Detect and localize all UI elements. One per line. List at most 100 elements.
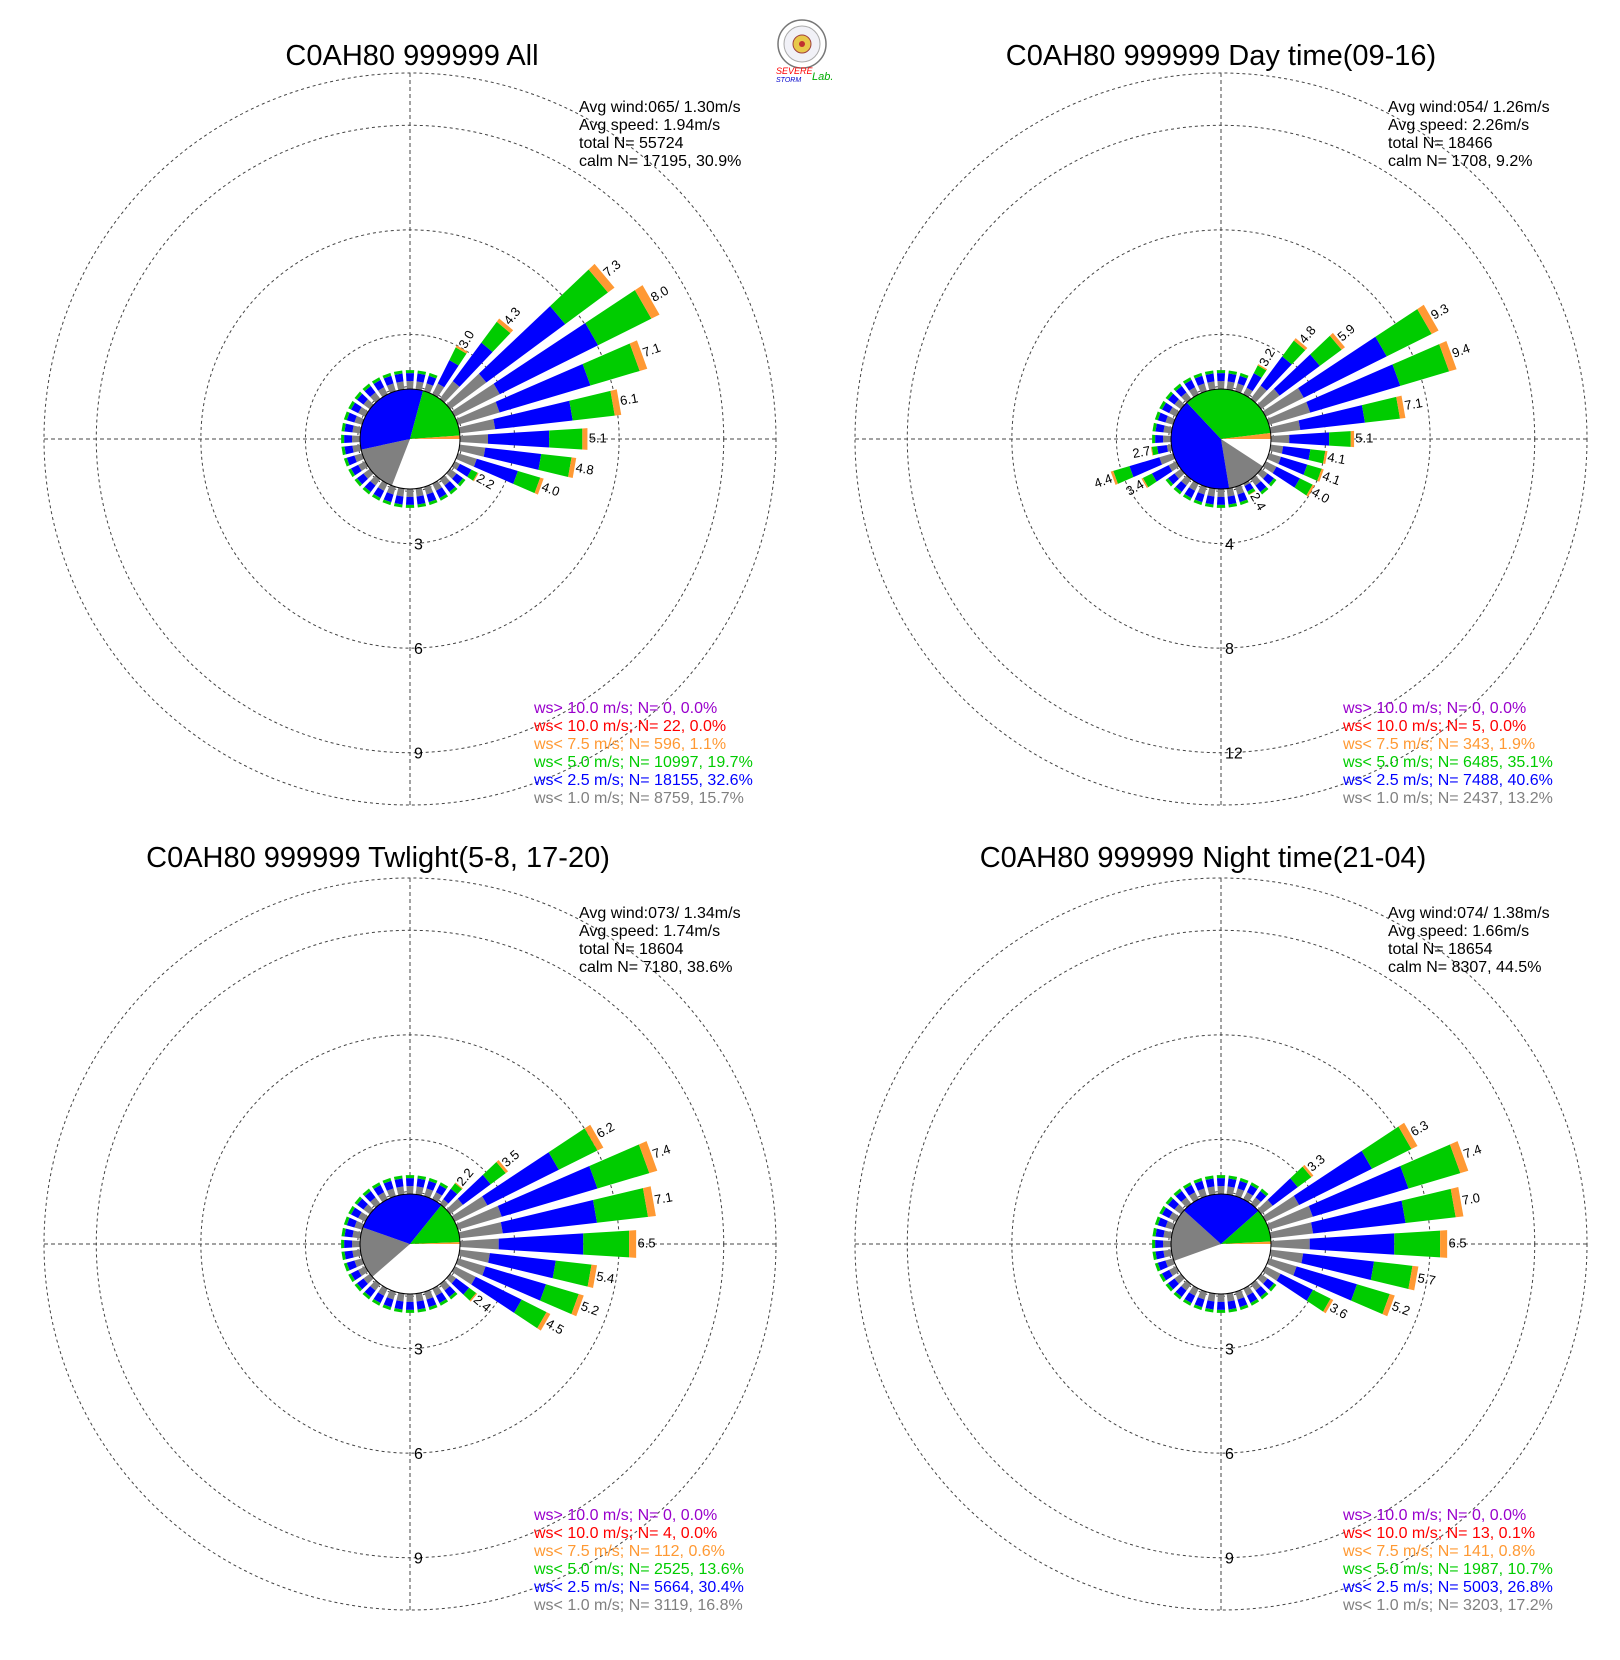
wind-bar-segment	[350, 402, 362, 414]
logo-text-severe: SEVERE	[776, 66, 814, 76]
wind-bar-segment	[1157, 445, 1168, 455]
wind-bar-segment	[393, 1175, 403, 1180]
wind-bar-segment	[534, 477, 544, 495]
wind-bar-segment	[405, 1301, 415, 1310]
wind-bar-segment	[1163, 1249, 1173, 1258]
wind-bar-small	[393, 370, 405, 391]
wind-bar-segment	[1298, 405, 1365, 430]
wind-bar-segment	[352, 1230, 362, 1239]
legend-entry: ws< 10.0 m/s; N= 4, 0.0%	[533, 1525, 717, 1542]
wind-bar-segment	[1151, 446, 1159, 456]
wind-bar-segment	[1267, 1178, 1298, 1206]
wind-bar-segment	[1257, 388, 1280, 410]
wind-bar-segment	[1250, 475, 1261, 486]
wind-bar-segment	[1226, 487, 1235, 497]
wind-bar-segment	[1263, 1278, 1275, 1290]
legend-entry: ws< 10.0 m/s; N= 22, 0.0%	[533, 718, 726, 735]
wind-bar-segment	[1361, 1126, 1412, 1169]
wind-bar-segment	[1228, 503, 1238, 508]
wind-bar-segment	[1270, 434, 1290, 444]
wind-bar-segment	[424, 1188, 434, 1199]
wind-bar-100: 4.1	[1269, 444, 1347, 467]
wind-bar-segment	[458, 1222, 503, 1239]
wind-bar-segment	[493, 322, 599, 395]
wind-bar-small	[382, 484, 396, 506]
wind-bar-segment	[416, 1178, 426, 1188]
wind-bar-segment	[473, 458, 518, 484]
wind-bar-segment	[459, 434, 488, 444]
wind-bar-segment	[1197, 1289, 1207, 1300]
wind-bar-segment	[352, 1249, 362, 1258]
wind-bar-segment	[352, 1240, 361, 1248]
wind-bar-segment	[1161, 402, 1173, 414]
wind-bar-segment	[1173, 1188, 1182, 1197]
wind-bar-segment	[482, 1162, 506, 1185]
wind-bar-small	[341, 1227, 362, 1239]
wind-bar-segment	[371, 1299, 381, 1306]
wind-bar-small	[1216, 370, 1226, 390]
wind-bar-segment	[444, 481, 456, 493]
wind-bar-segment	[1217, 1186, 1225, 1195]
wind-bar-segment	[346, 1260, 357, 1271]
wind-bar-segment	[428, 1304, 438, 1311]
wind-bar-label: 5.1	[1355, 430, 1373, 445]
wind-bar-small	[362, 1188, 381, 1208]
wind-bar-small	[1235, 1177, 1249, 1199]
legend-entry: ws< 2.5 m/s; N= 5664, 30.4%	[533, 1579, 744, 1596]
wind-bar-segment	[463, 1287, 477, 1301]
wind-bar-small	[1152, 1239, 1172, 1249]
wind-bar-small	[405, 488, 415, 508]
wind-bar-segment	[1382, 1293, 1395, 1317]
wind-bar-segment	[446, 373, 487, 410]
wind-bar-segment	[449, 486, 458, 495]
wind-bar-segment	[343, 1216, 350, 1226]
wind-bar-segment	[356, 1278, 368, 1290]
ring-label: 3	[414, 1342, 423, 1359]
wind-bar-segment	[354, 1220, 365, 1230]
wind-bar-segment	[1302, 1164, 1314, 1178]
wind-bar-segment	[1262, 461, 1277, 474]
wind-bar-segment	[1217, 488, 1225, 497]
wind-bar-small	[1235, 484, 1249, 506]
wind-bar-segment	[382, 372, 392, 379]
legend-entry: ws< 1.0 m/s; N= 8759, 15.7%	[533, 790, 744, 807]
wind-bar-small	[382, 1289, 396, 1311]
wind-bar-segment	[1194, 492, 1205, 503]
wind-bar-segment	[455, 1258, 486, 1276]
wind-bar-segment	[382, 1177, 392, 1184]
wind-bar-segment	[1260, 1291, 1269, 1300]
wind-bar-small	[1152, 422, 1173, 434]
wind-bar-segment	[1165, 1283, 1174, 1292]
wind-bar-segment	[426, 1297, 437, 1308]
chart-title: C0AH80 999999 Twlight(5-8, 17-20)	[146, 842, 610, 874]
wind-bar-segment	[1216, 1178, 1226, 1187]
wind-bar-segment	[1155, 1250, 1165, 1260]
wind-bar-segment	[1281, 446, 1311, 461]
stat-line: total N= 55724	[579, 135, 684, 152]
wind-bar-segment	[457, 1174, 491, 1205]
legend-entry: ws< 7.5 m/s; N= 112, 0.6%	[533, 1543, 725, 1560]
wind-bar-segment	[1159, 453, 1176, 465]
wind-bar-small	[341, 1249, 362, 1261]
wind-bar-segment	[1217, 381, 1225, 390]
wind-bar-segment	[348, 400, 355, 410]
wind-bar-small	[354, 1196, 374, 1215]
wind-bar-segment	[1165, 391, 1174, 400]
wind-bar-segment	[1262, 1266, 1281, 1281]
wind-bar-segment	[1250, 1280, 1261, 1291]
stat-line: Avg speed: 1.74m/s	[579, 923, 720, 940]
wind-bar-segment	[344, 423, 354, 433]
wind-bar-segment	[417, 503, 427, 508]
wind-bar-segment	[396, 1186, 405, 1196]
wind-bar-small	[424, 484, 438, 506]
calm-pie-slice	[362, 1194, 442, 1244]
wind-rose-panel-1: 3693.04.37.38.07.16.15.14.84.02.2C0AH80 …	[43, 40, 777, 807]
calm-circle-outline	[1170, 388, 1272, 490]
wind-bar-small	[432, 480, 449, 501]
wind-bar-segment	[1159, 400, 1166, 410]
wind-bar-segment	[1181, 392, 1192, 403]
wind-bar-segment	[396, 381, 405, 391]
wind-bar-segment	[1165, 478, 1174, 487]
wind-bar-segment	[1165, 1258, 1176, 1268]
wind-bar-segment	[1129, 457, 1163, 478]
